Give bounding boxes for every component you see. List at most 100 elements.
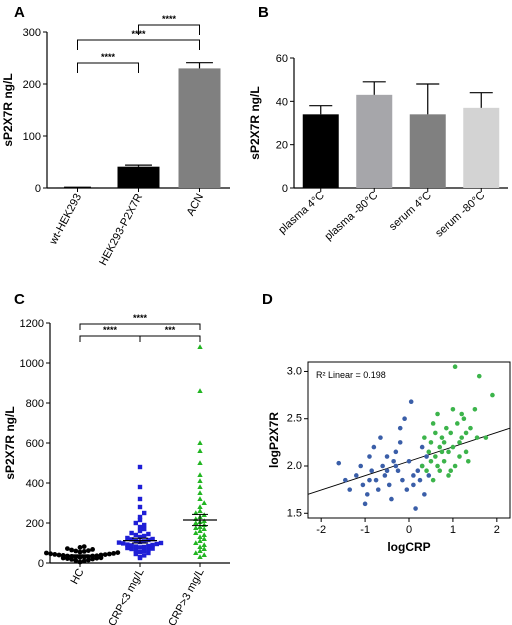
data-point xyxy=(146,543,151,549)
data-point xyxy=(142,522,147,528)
data-point xyxy=(459,435,464,440)
y-tick-label: 600 xyxy=(26,438,44,450)
x-tick-label: wt-HEK293 xyxy=(47,192,84,248)
data-point xyxy=(201,542,207,547)
data-point xyxy=(201,532,207,537)
y-axis-label: sP2X7R ng/L xyxy=(1,73,15,146)
x-tick-label: serum 4°C xyxy=(387,189,434,233)
data-point xyxy=(142,544,147,550)
data-point xyxy=(461,416,467,422)
y-tick-label: 100 xyxy=(23,131,41,143)
data-point xyxy=(137,528,143,534)
data-point xyxy=(48,551,53,557)
data-point xyxy=(358,463,363,469)
panel-letter-d: D xyxy=(262,291,273,308)
data-point xyxy=(197,538,203,543)
data-point xyxy=(364,492,370,497)
x-tick-label: CRP<3 mg/L xyxy=(106,567,146,625)
y-tick-label: 20 xyxy=(276,140,288,152)
significance-label: **** xyxy=(101,52,116,62)
x-tick-label: 1 xyxy=(450,524,456,536)
data-point xyxy=(115,550,121,555)
significance-bracket xyxy=(79,335,201,342)
y-tick-label: 800 xyxy=(26,398,44,410)
data-point xyxy=(129,537,134,542)
data-point xyxy=(133,551,138,557)
data-point xyxy=(52,552,58,557)
data-point xyxy=(125,545,130,551)
x-tick-label: CRP>3 mg/L xyxy=(166,567,206,625)
data-point xyxy=(369,468,374,474)
x-tick-label: serum -80°C xyxy=(433,189,487,239)
bar xyxy=(302,114,339,188)
data-point xyxy=(150,536,155,542)
data-point xyxy=(347,487,353,492)
x-tick-label: -2 xyxy=(316,524,326,536)
significance-label: **** xyxy=(162,14,177,24)
data-point xyxy=(428,440,434,445)
data-point xyxy=(137,504,143,510)
data-point xyxy=(426,473,432,478)
data-point xyxy=(193,520,199,525)
data-point xyxy=(129,530,134,536)
data-point xyxy=(397,440,403,445)
data-point xyxy=(129,543,134,548)
x-tick-label: HC xyxy=(69,567,87,587)
data-point xyxy=(154,541,159,547)
data-point xyxy=(426,449,432,455)
data-point xyxy=(343,477,348,483)
data-point xyxy=(373,477,379,483)
data-point xyxy=(197,448,203,453)
data-point xyxy=(133,532,138,538)
y-tick-label: 300 xyxy=(23,27,41,39)
data-point xyxy=(125,535,130,541)
data-point xyxy=(197,496,203,501)
data-point xyxy=(354,473,359,478)
data-point xyxy=(137,517,143,523)
data-point xyxy=(197,490,203,495)
data-point xyxy=(193,530,199,535)
data-point xyxy=(395,468,401,474)
data-point xyxy=(362,501,368,507)
data-point xyxy=(441,440,447,445)
y-tick-label: 1000 xyxy=(20,358,44,370)
chart-panel-d: 1.5 2.0 2.5 3.0 -2 -1 0 1 2 logCRP logP2X7R R² Line… xyxy=(267,361,511,554)
y-tick-label: 400 xyxy=(26,478,44,490)
bar xyxy=(56,187,99,189)
data-point xyxy=(197,344,203,349)
panel-letter-b: B xyxy=(258,4,269,21)
data-point xyxy=(197,484,203,489)
y-tick-label: 0 xyxy=(35,183,41,195)
data-point xyxy=(435,463,440,469)
y-tick-label: 1200 xyxy=(20,318,44,330)
chart-panel-c: 0 200 400 600 800 1000 1200 sP2X7R ng/L HC CRP<3 … xyxy=(3,313,230,625)
chart-panel-a: 0 100 200 300 sP2X7R ng/L wt-HEK293 HEK293-P2X… xyxy=(1,14,230,268)
data-point xyxy=(411,482,416,488)
data-point xyxy=(142,533,147,539)
data-point xyxy=(121,541,126,546)
panel-letter-a: A xyxy=(14,4,25,21)
data-point xyxy=(197,388,203,393)
data-point xyxy=(472,406,478,412)
plot-frame xyxy=(307,361,511,519)
y-tick-label: 1.5 xyxy=(287,507,302,519)
data-point xyxy=(77,545,83,550)
data-point xyxy=(413,506,418,511)
data-point xyxy=(415,468,421,474)
data-point xyxy=(382,473,388,478)
x-tick-label: plasma 4°C xyxy=(276,189,326,236)
data-point xyxy=(435,411,440,417)
data-point xyxy=(441,458,447,464)
y-tick-label: 200 xyxy=(26,518,44,530)
data-point xyxy=(137,484,143,490)
data-point xyxy=(193,510,199,515)
y-tick-label: 3.0 xyxy=(287,365,302,377)
data-point xyxy=(446,449,451,455)
data-point xyxy=(137,514,143,520)
data-point xyxy=(137,549,143,555)
data-point xyxy=(197,534,203,539)
data-point xyxy=(404,487,410,492)
data-point xyxy=(69,547,74,553)
data-point xyxy=(133,548,138,553)
